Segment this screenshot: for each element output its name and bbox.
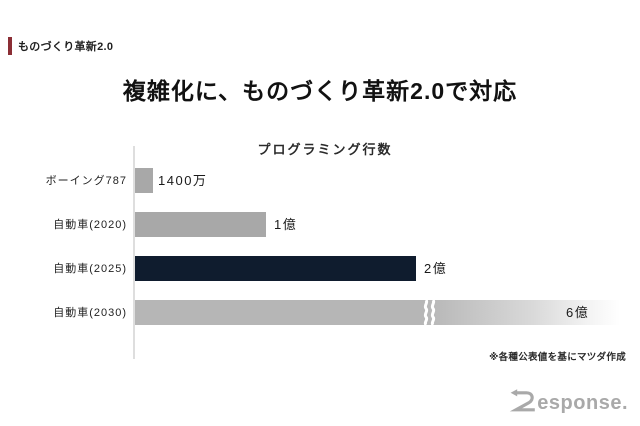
axis-break-icon bbox=[423, 300, 436, 325]
value-label-car-2025: 2億 bbox=[424, 261, 448, 276]
chart-title: プログラミング行数 bbox=[257, 142, 393, 157]
bar-car-2030 bbox=[135, 300, 620, 325]
kicker-label: ものづくり革新2.0 bbox=[18, 41, 114, 53]
bar-car-2025 bbox=[135, 256, 416, 281]
response-logo-text: esponse. bbox=[537, 392, 628, 414]
category-label-car-2025: 自動車(2025) bbox=[53, 263, 127, 275]
source-footnote: ※各種公表値を基にマツダ作成 bbox=[489, 352, 626, 363]
bar-car-2020 bbox=[135, 212, 266, 237]
value-label-car-2020: 1億 bbox=[274, 217, 298, 232]
category-label-boeing-787: ボーイング787 bbox=[45, 175, 127, 187]
value-label-boeing-787: 1400万 bbox=[158, 173, 208, 188]
page-title: 複雑化に、ものづくり革新2.0で対応 bbox=[122, 78, 518, 104]
kicker: ものづくり革新2.0 bbox=[8, 37, 113, 55]
category-label-car-2030: 自動車(2030) bbox=[53, 307, 127, 319]
response-logo-r-arrow-icon bbox=[510, 389, 536, 412]
value-label-car-2030: 6億 bbox=[566, 305, 590, 320]
response-logo: esponse. bbox=[509, 387, 628, 414]
kicker-accent-bar bbox=[8, 37, 12, 55]
bar-boeing-787 bbox=[135, 168, 153, 193]
y-axis-line bbox=[133, 146, 135, 359]
category-label-car-2020: 自動車(2020) bbox=[53, 219, 127, 231]
